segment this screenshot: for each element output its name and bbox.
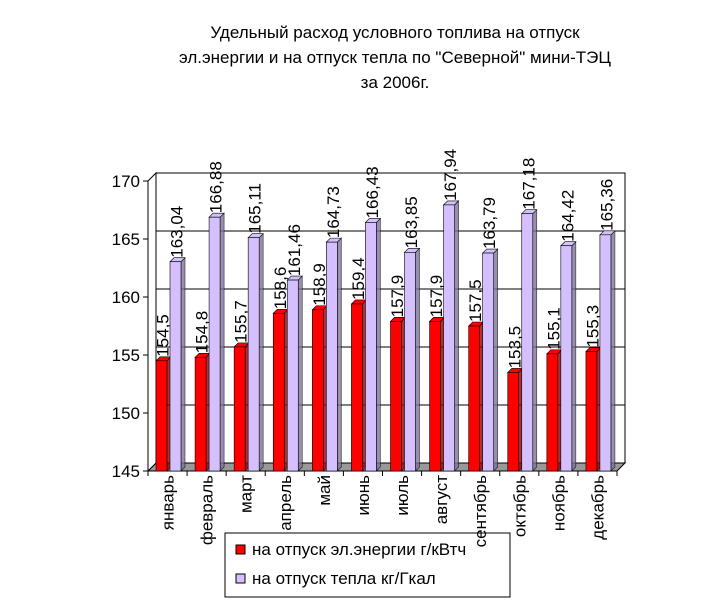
- bar: [560, 245, 573, 472]
- bar: [429, 321, 441, 472]
- bar: [312, 309, 324, 472]
- bar: [155, 360, 168, 472]
- value-label: 155,3: [583, 305, 602, 348]
- value-label: 157,9: [427, 275, 446, 318]
- y-tick-label: 145: [112, 462, 140, 481]
- bar-side: [258, 232, 264, 472]
- value-label: 163,85: [402, 196, 421, 248]
- bar-side: [532, 208, 538, 472]
- value-label: 166,88: [207, 161, 226, 213]
- x-tick-label: сентябрь: [471, 475, 490, 548]
- value-label: 163,79: [480, 197, 499, 249]
- bar-side: [571, 241, 577, 472]
- bar: [521, 213, 534, 472]
- bar: [599, 234, 612, 472]
- legend-swatch: [235, 573, 246, 584]
- bar: [390, 321, 402, 472]
- bar: [208, 216, 221, 472]
- bar: [443, 204, 455, 472]
- legend-label: на отпуск эл.энергии г/кВтч: [252, 540, 466, 559]
- x-tick-label: январь: [159, 475, 178, 530]
- legend-label: на отпуск тепла кг/Гкал: [252, 569, 436, 588]
- x-tick-label: февраль: [198, 475, 217, 545]
- chart-title: Удельный расход условного топлива на отп…: [210, 23, 580, 42]
- bar-side: [454, 200, 459, 472]
- value-label: 157,5: [466, 279, 485, 322]
- bar-side: [376, 217, 381, 472]
- x-tick-label: апрель: [276, 475, 295, 531]
- value-label: 165,36: [597, 179, 616, 231]
- bar-side: [415, 247, 420, 472]
- value-label: 163,04: [168, 206, 187, 258]
- value-label: 158,6: [271, 267, 290, 310]
- x-tick-label: декабрь: [588, 475, 607, 540]
- bar-side: [219, 212, 225, 472]
- y-tick-label: 170: [112, 172, 140, 191]
- chart-title: эл.энергии и на отпуск тепла по "Северно…: [179, 48, 611, 67]
- value-label: 154,8: [193, 311, 212, 354]
- legend-swatch: [235, 544, 246, 555]
- bar: [247, 237, 260, 472]
- chart-title: за 2006г.: [361, 73, 430, 92]
- bar: [169, 261, 182, 472]
- bar: [326, 241, 338, 472]
- value-label: 167,18: [519, 158, 538, 210]
- bar: [482, 252, 494, 472]
- x-tick-label: июнь: [354, 475, 373, 516]
- x-tick-label: май: [315, 475, 334, 506]
- bar: [546, 353, 559, 472]
- x-tick-label: июль: [393, 475, 412, 516]
- value-label: 158,9: [310, 263, 329, 306]
- value-label: 166,43: [363, 166, 382, 218]
- value-label: 155,7: [232, 300, 251, 343]
- y-tick-label: 150: [112, 404, 140, 423]
- bar-side: [493, 248, 498, 472]
- x-tick-label: август: [432, 475, 451, 524]
- value-label: 167,94: [441, 149, 460, 201]
- y-tick-label: 155: [112, 346, 140, 365]
- value-label: 157,9: [388, 275, 407, 318]
- x-tick-label: март: [237, 475, 256, 513]
- x-tick-label: ноябрь: [549, 475, 568, 531]
- bar: [194, 357, 207, 472]
- x-tick-label: октябрь: [510, 475, 529, 537]
- bar: [404, 252, 416, 472]
- bar: [351, 303, 363, 472]
- bar: [468, 325, 480, 472]
- y-tick-label: 165: [112, 230, 140, 249]
- bar: [272, 312, 285, 472]
- value-label: 164,42: [558, 190, 577, 242]
- value-label: 154,5: [154, 314, 173, 357]
- bar-side: [180, 257, 186, 472]
- value-label: 153,5: [505, 326, 524, 369]
- bar: [286, 279, 299, 472]
- value-label: 164,73: [324, 186, 343, 238]
- y-tick-label: 160: [112, 288, 140, 307]
- bar: [365, 222, 377, 472]
- value-label: 165,11: [246, 183, 265, 234]
- bar: [585, 351, 598, 472]
- bar-side: [337, 237, 342, 472]
- bar-side: [297, 275, 303, 472]
- value-label: 155,1: [544, 307, 563, 350]
- bar-side: [610, 230, 616, 472]
- bar: [507, 372, 520, 472]
- value-label: 161,46: [285, 224, 304, 276]
- bar: [233, 346, 246, 472]
- legend-box: [224, 532, 511, 598]
- value-label: 159,4: [349, 257, 368, 300]
